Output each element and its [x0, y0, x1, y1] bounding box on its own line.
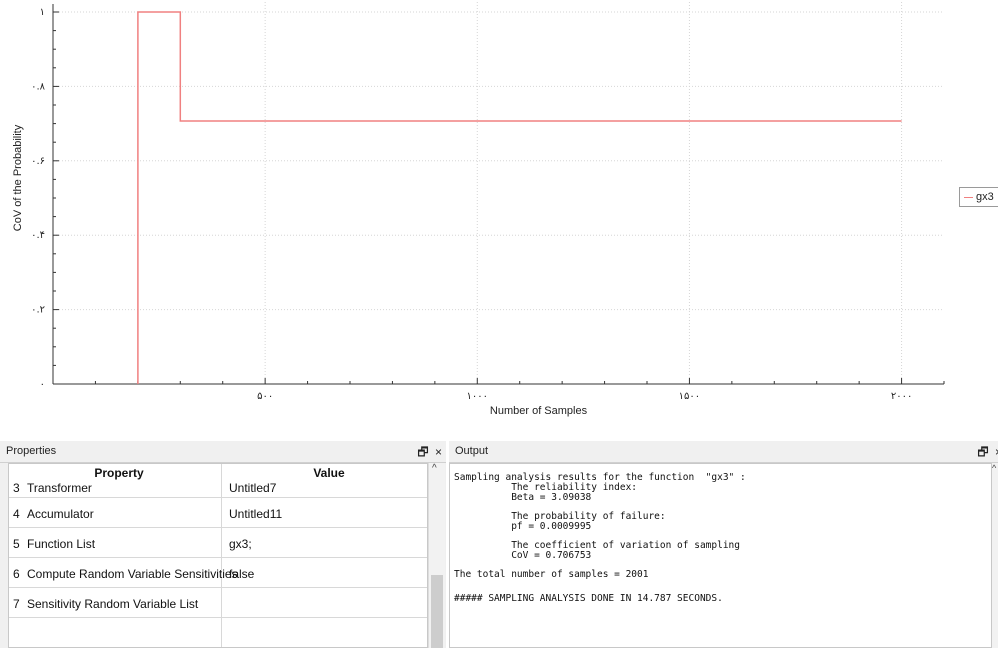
property-name: Function List: [27, 537, 96, 551]
output-header: Output 🗗 ×: [449, 441, 998, 463]
properties-panel: Properties 🗗 × Property Value 3 Transfor…: [0, 441, 446, 648]
table-row[interactable]: 5 Function List gx3;: [9, 528, 427, 558]
output-console[interactable]: Sampling analysis results for the functi…: [449, 463, 992, 648]
property-value[interactable]: Untitled11: [229, 507, 283, 521]
row-number: 5: [13, 537, 20, 551]
property-value[interactable]: gx3;: [229, 537, 252, 551]
output-panel: Output 🗗 × Sampling analysis results for…: [449, 441, 998, 648]
output-line: ##### SAMPLING ANALYSIS DONE IN 14.787 S…: [454, 593, 723, 604]
row-number: 3: [13, 481, 20, 495]
table-row[interactable]: 4 Accumulator Untitled11: [9, 498, 427, 528]
property-value[interactable]: false: [229, 567, 255, 581]
output-line: The coefficient of variation of sampling: [454, 540, 740, 551]
legend-swatch: [964, 196, 973, 198]
y-tick-label: ۰.۲: [31, 305, 45, 316]
property-name: Sensitivity Random Variable List: [27, 597, 199, 611]
y-tick-label: ۰: [40, 379, 45, 390]
output-line: The reliability index:: [454, 482, 638, 493]
output-line: Beta = 3.09038: [454, 492, 592, 503]
y-tick-label: ۰.۸: [31, 81, 46, 92]
table-row[interactable]: 6 Compute Random Variable Sensitivities …: [9, 558, 427, 588]
property-name: Compute Random Variable Sensitivities: [27, 567, 238, 581]
chart-area: ۰ ۰.۲ ۰.۴ ۰.۶ ۰.۸ ۱ ۵۰۰ ۱۰۰۰ ۱۵۰۰ ۲۰۰۰ Number of S…: [12, 2, 998, 417]
row-number: 6: [13, 567, 20, 581]
output-title: Output: [455, 445, 489, 457]
output-line: The probability of failure:: [454, 511, 666, 522]
x-tick-label: ۵۰۰: [257, 391, 273, 402]
properties-title: Properties: [6, 445, 57, 457]
output-line: The total number of samples = 2001: [454, 569, 649, 580]
properties-table: Property Value 3 Transformer Untitled7 4…: [8, 463, 428, 648]
property-name[interactable]: Transformer: [27, 481, 92, 495]
y-tick-label: ۰.۶: [31, 156, 45, 167]
output-line: pf = 0.0009995: [454, 521, 592, 532]
output-line: CoV = 0.706753: [454, 550, 592, 561]
y-axis-title: CoV of the Probability: [12, 124, 24, 231]
series-line-gx3: [137, 11, 902, 384]
legend-label: gx3: [976, 191, 994, 203]
properties-scrollbar[interactable]: ^: [428, 463, 445, 648]
scroll-thumb[interactable]: [431, 575, 443, 648]
close-icon[interactable]: ×: [434, 445, 442, 459]
column-divider: [221, 464, 222, 647]
row-number: 7: [13, 597, 20, 611]
property-name: Accumulator: [27, 507, 94, 521]
y-tick-label: ۱: [40, 7, 45, 18]
float-icon[interactable]: 🗗: [417, 445, 429, 459]
float-icon[interactable]: 🗗: [977, 445, 989, 459]
close-icon[interactable]: ×: [995, 445, 998, 459]
table-row[interactable]: 7 Sensitivity Random Variable List: [9, 588, 427, 618]
x-tick-label: ۲۰۰۰: [891, 391, 912, 402]
properties-header: Properties 🗗 ×: [0, 441, 446, 463]
properties-header-row: Property Value 3 Transformer Untitled7: [9, 464, 427, 498]
row-number: 4: [13, 507, 20, 521]
x-axis-title: Number of Samples: [490, 405, 588, 417]
x-tick-label: ۱۰۰۰: [467, 391, 488, 402]
column-header-value[interactable]: Value: [313, 466, 345, 480]
y-tick-label: ۰.۴: [31, 230, 45, 241]
scroll-up-icon[interactable]: ^: [432, 463, 437, 474]
output-scrollbar[interactable]: ^: [992, 463, 998, 648]
x-tick-label: ۱۵۰۰: [679, 391, 700, 402]
scroll-up-icon[interactable]: ^: [992, 463, 997, 473]
output-line: Sampling analysis results for the functi…: [454, 472, 746, 483]
property-value[interactable]: Untitled7: [229, 481, 277, 495]
chart-legend: gx3: [959, 187, 998, 207]
column-header-property[interactable]: Property: [94, 466, 144, 480]
